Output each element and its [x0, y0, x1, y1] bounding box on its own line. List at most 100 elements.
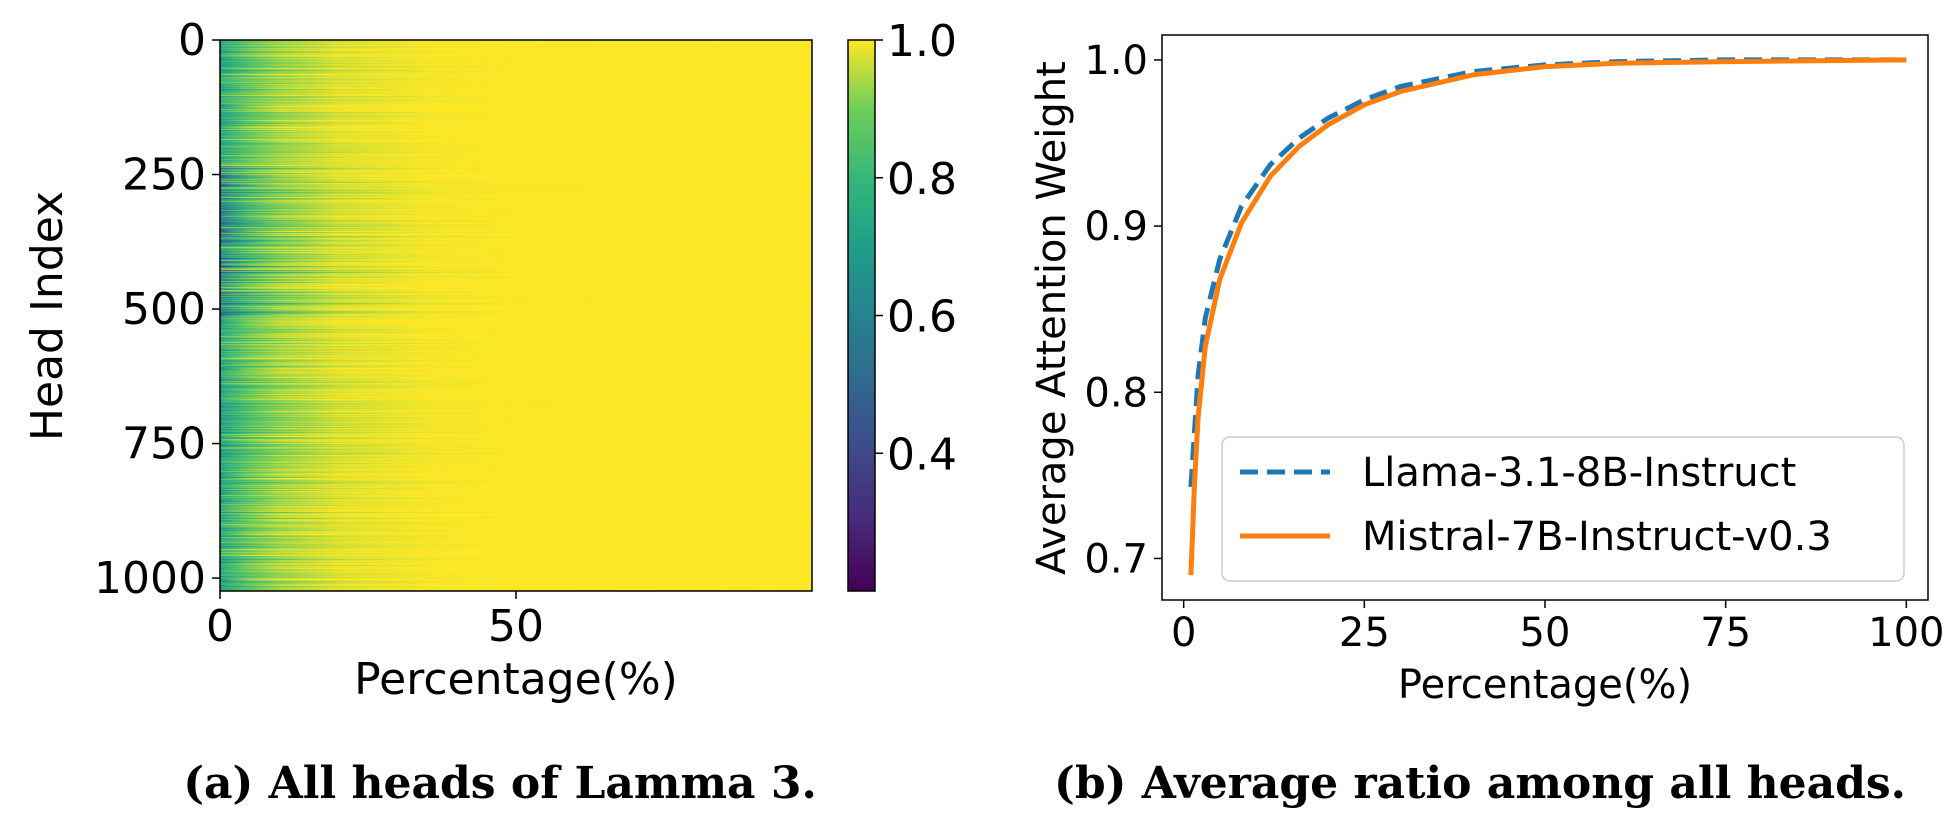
heatmap-row: [220, 400, 812, 402]
heatmap-row: [220, 94, 812, 96]
heatmap-row: [220, 454, 812, 456]
heatmap-row: [220, 264, 812, 266]
heatmap-row: [220, 285, 812, 287]
heatmap-row: [220, 338, 812, 339]
heatmap-row: [220, 255, 812, 257]
heatmap-row: [220, 411, 812, 413]
heatmap-row: [220, 263, 812, 265]
heatmap-row: [220, 444, 812, 445]
heatmap-row: [220, 161, 812, 162]
heatmap-row: [220, 588, 812, 590]
heatmap-row: [220, 64, 812, 66]
heatmap-row: [220, 288, 812, 290]
heatmap-row: [220, 102, 812, 104]
heatmap-row: [220, 529, 812, 531]
heatmap-row: [220, 515, 812, 517]
heatmap-row: [220, 361, 812, 363]
heatmap-row: [220, 330, 812, 332]
heatmap-row: [220, 250, 812, 252]
heatmap-row: [220, 104, 812, 106]
heatmap-row: [220, 71, 812, 73]
heatmap-row: [220, 158, 812, 160]
heatmap-row: [220, 267, 812, 268]
heatmap-row: [220, 353, 812, 355]
heatmap-row: [220, 472, 812, 473]
heatmap-row: [220, 546, 812, 548]
heatmap-row: [220, 377, 812, 379]
heatmap-row: [220, 578, 812, 580]
heatmap-row: [220, 451, 812, 452]
heatmap-row: [220, 83, 812, 84]
heatmap-row: [220, 102, 812, 104]
heatmap-row: [220, 238, 812, 239]
heatmap-row: [220, 205, 812, 207]
heatmap-row: [220, 265, 812, 267]
heatmap-row: [220, 571, 812, 573]
heatmap-row: [220, 285, 812, 287]
heatmap-row: [220, 532, 812, 534]
heatmap-row: [220, 206, 812, 208]
heatmap-row: [220, 565, 812, 567]
heatmap-row: [220, 524, 812, 526]
heatmap-row: [220, 443, 812, 445]
heatmap-row: [220, 442, 812, 444]
heatmap-row: [220, 89, 812, 91]
heatmap-row: [220, 454, 812, 456]
heatmap-row: [220, 419, 812, 421]
heatmap-row: [220, 362, 812, 364]
heatmap-row: [220, 125, 812, 127]
heatmap-row: [220, 130, 812, 132]
heatmap-row: [220, 419, 812, 421]
heatmap-row: [220, 487, 812, 489]
heatmap-row: [220, 424, 812, 426]
heatmap-row: [220, 335, 812, 337]
heatmap-row: [220, 315, 812, 317]
heatmap-row: [220, 197, 812, 199]
heatmap-row: [220, 531, 812, 533]
heatmap-row: [220, 497, 812, 499]
heatmap-row: [220, 385, 812, 387]
heatmap-row: [220, 570, 812, 571]
heatmap-row: [220, 220, 812, 222]
heatmap-row: [220, 242, 812, 244]
heatmap-row: [220, 324, 812, 326]
heatmap-row: [220, 474, 812, 476]
heatmap-row: [220, 53, 812, 55]
heatmap-row: [220, 510, 812, 512]
heatmap-row: [220, 575, 812, 577]
heatmap-row: [220, 297, 812, 299]
line-y-label: Average Attention Weight: [1029, 61, 1075, 575]
heatmap-row: [220, 43, 812, 45]
heatmap-row: [220, 183, 812, 185]
heatmap-row: [220, 352, 812, 354]
heatmap-row: [220, 44, 812, 46]
heatmap-row: [220, 430, 812, 431]
heatmap-row: [220, 229, 812, 231]
heatmap-row: [220, 527, 812, 529]
heatmap-row: [220, 492, 812, 494]
heatmap-row: [220, 165, 812, 167]
heatmap-row: [220, 568, 812, 570]
heatmap-row: [220, 146, 812, 147]
line-y-tick-label: 0.7: [1084, 536, 1148, 582]
heatmap-row: [220, 554, 812, 556]
heatmap-row: [220, 456, 812, 458]
heatmap-row: [220, 294, 812, 296]
heatmap-row: [220, 218, 812, 219]
heatmap-row: [220, 574, 812, 576]
heatmap-row: [220, 292, 812, 294]
heatmap-row: [220, 560, 812, 562]
heatmap-row: [220, 235, 812, 237]
heatmap-row: [220, 412, 812, 414]
heatmap-row: [220, 215, 812, 217]
heatmap-row: [220, 410, 812, 412]
heatmap-row: [220, 390, 812, 392]
heatmap-row: [220, 121, 812, 123]
heatmap-row: [220, 467, 812, 469]
heatmap-row: [220, 104, 812, 105]
heatmap-row: [220, 307, 812, 309]
heatmap-row: [220, 461, 812, 463]
heatmap-row: [220, 302, 812, 304]
heatmap-row: [220, 540, 812, 542]
heatmap-row: [220, 459, 812, 461]
